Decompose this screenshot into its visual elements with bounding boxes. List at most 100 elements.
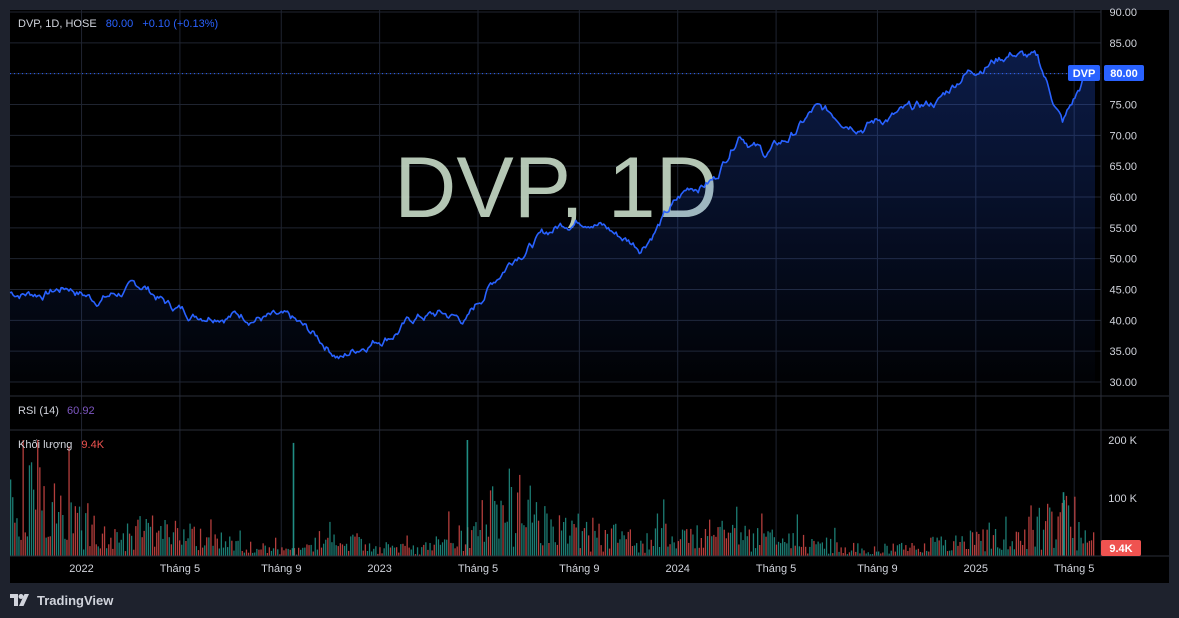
volume-bar [531, 522, 533, 556]
volume-bar [608, 548, 611, 556]
volume-bar [106, 548, 108, 556]
volume-bar [441, 542, 444, 556]
volume-bar [241, 551, 243, 556]
volume-bar [108, 544, 110, 556]
volume-bar [306, 544, 308, 556]
volume-bar [575, 527, 577, 556]
volume-bar [517, 492, 519, 556]
volume-bar [790, 548, 792, 556]
volume-bar [1067, 505, 1070, 556]
volume-bar [233, 550, 235, 556]
volume-bar [231, 540, 233, 556]
time-tick-label: 2022 [69, 563, 93, 575]
volume-bar [633, 545, 636, 556]
volume-bar [573, 524, 575, 556]
volume-bar [183, 529, 185, 556]
volume-bar [53, 483, 56, 556]
volume-bar [1028, 516, 1030, 556]
volume-tick-label: 100 K [1108, 493, 1137, 505]
volume-bar [195, 546, 197, 556]
volume-bar [1086, 542, 1088, 556]
volume-bar [85, 513, 87, 556]
volume-bar [1088, 540, 1091, 556]
volume-bar [1007, 549, 1009, 556]
volume-bar [913, 545, 915, 556]
volume-bar [865, 553, 867, 556]
volume-bar-peak [292, 442, 295, 556]
price-tag-value: 80.00 [1110, 68, 1138, 80]
volume-bar [1063, 500, 1065, 556]
volume-bar [68, 446, 70, 556]
volume-tag: 9.4K [1101, 540, 1141, 556]
volume-bar [66, 539, 68, 556]
volume-bar [12, 497, 14, 556]
price-axis[interactable]: 90.00 85.00 80.00 75.00 70.00 65.00 60.00 55.00… [1109, 7, 1137, 389]
volume-bar [727, 532, 730, 556]
volume-bar [250, 541, 252, 556]
volume-bar [1070, 526, 1072, 556]
volume-bar [323, 543, 325, 556]
volume-bar [302, 547, 304, 556]
time-axis[interactable]: 2022 Tháng 5 Tháng 9 2023 Tháng 5 Tháng 9 2024… [69, 563, 1094, 575]
volume-bar [636, 543, 638, 556]
volume-bar [387, 544, 389, 556]
volume-bar [967, 549, 970, 556]
volume-bar [792, 533, 794, 556]
volume-bar [890, 550, 892, 556]
volume-bar [371, 551, 373, 556]
volume-bar [266, 553, 268, 556]
volume-bar [446, 539, 448, 556]
volume-bar [421, 547, 423, 556]
price-line[interactable] [9, 50, 1096, 360]
volume-bar [383, 548, 385, 556]
volume-bar [275, 537, 277, 556]
volume-bar [341, 544, 344, 556]
volume-bar [72, 533, 74, 556]
time-tick-label: Tháng 5 [458, 563, 498, 575]
volume-bar [122, 533, 124, 556]
volume-bar [1078, 522, 1080, 556]
volume-bar [239, 530, 241, 556]
volume-bar [485, 524, 487, 556]
volume-bar [1093, 532, 1095, 556]
volume-bar [99, 548, 101, 556]
volume-bar [1059, 512, 1061, 556]
tradingview-branding[interactable]: TradingView [10, 591, 113, 609]
volume-bar [702, 547, 705, 556]
volume-bar [665, 523, 667, 556]
volume-bar [37, 440, 39, 556]
volume-bar [97, 546, 99, 556]
volume-bar [22, 440, 24, 556]
volume-bar [700, 538, 702, 556]
volume-bar [224, 541, 227, 556]
volume-bar [427, 549, 429, 556]
volume-label[interactable]: Khối lượng [18, 439, 72, 451]
volume-bar [946, 551, 949, 556]
volume-bar [550, 519, 552, 556]
volume-bar [974, 544, 976, 556]
volume-bar [615, 523, 617, 556]
volume-bar [285, 548, 287, 556]
volume-bar [279, 554, 281, 556]
volume-bar [738, 544, 740, 556]
rsi-label[interactable]: RSI (14) [18, 405, 59, 417]
volume-bar [166, 524, 168, 556]
price-tag-symbol: DVP [1073, 68, 1096, 80]
volume-bar [675, 548, 677, 556]
volume-bar [320, 547, 323, 556]
volume-bar [331, 542, 333, 556]
volume-axis[interactable]: 200 K 100 K [1108, 435, 1137, 505]
volume-bar [919, 551, 922, 556]
volume-bar [270, 550, 273, 556]
symbol-info[interactable]: DVP, 1D, HOSE [18, 18, 97, 30]
volume-bar [757, 528, 759, 556]
volume-bar [189, 523, 191, 556]
volume-bar [802, 534, 805, 556]
tradingview-logo-icon [10, 594, 29, 606]
volume-bar [953, 541, 955, 556]
volume-bar [174, 520, 177, 556]
volume-bar [368, 543, 371, 556]
volume-bar [469, 548, 471, 556]
volume-bar [567, 543, 569, 556]
